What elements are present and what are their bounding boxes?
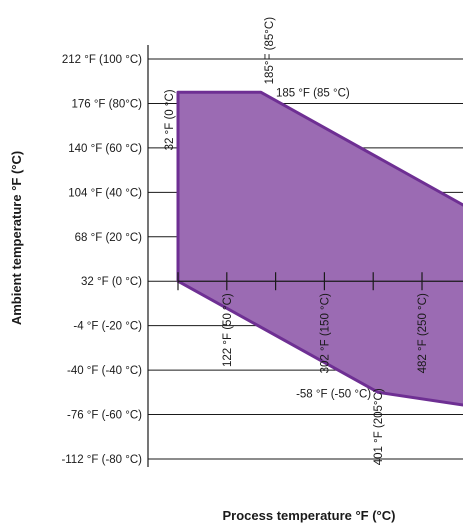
annotation-label: 185°F (85°C) <box>264 17 276 85</box>
annotation-label: 401 °F (205°C) <box>373 388 385 465</box>
axis-layer <box>147 45 463 467</box>
y-tick-labels: 212 °F (100 °C) 176 °F (80°C) 140 °F (60 °… <box>61 54 142 466</box>
x-tick-label: 302 °F (150 °C) <box>319 293 331 373</box>
annotation-label: 185 °F (85 °C) <box>276 87 350 99</box>
y-tick-label: -40 °F (-40 °C) <box>67 365 142 377</box>
y-tick-label: 212 °F (100 °C) <box>62 54 142 66</box>
y-tick-label: -4 °F (-20 °C) <box>73 321 142 333</box>
x-axis-title: Process temperature °F (°C) <box>223 508 396 523</box>
y-tick-label: -112 °F (-80 °C) <box>61 454 142 466</box>
x-tick-label: 122 °F (50 °C) <box>222 293 234 367</box>
y-tick-label: 176 °F (80°C) <box>71 98 142 110</box>
annotation-label: 32 °F (0 °C) <box>164 89 176 150</box>
x-tick-label: 482 °F (250 °C) <box>417 293 429 373</box>
annotation-label: -58 °F (-50 °C) <box>296 388 371 400</box>
y-tick-label: 68 °F (20 °C) <box>75 232 143 244</box>
annotation-labels: 185 °F (85 °C)185°F (85°C)32 °F (0 °C)91… <box>164 17 385 465</box>
y-tick-label: 140 °F (60 °C) <box>68 143 142 155</box>
y-tick-label: 104 °F (40 °C) <box>68 187 142 199</box>
x-tick-labels: 122 °F (50 °C) 302 °F (150 °C) 482 °F (250… <box>222 293 429 373</box>
y-tick-label: -76 °F (-60 °C) <box>67 410 142 422</box>
y-axis-title: Ambient temperature °F (°C) <box>9 151 24 325</box>
y-tick-label: 32 °F (0 °C) <box>81 276 142 288</box>
